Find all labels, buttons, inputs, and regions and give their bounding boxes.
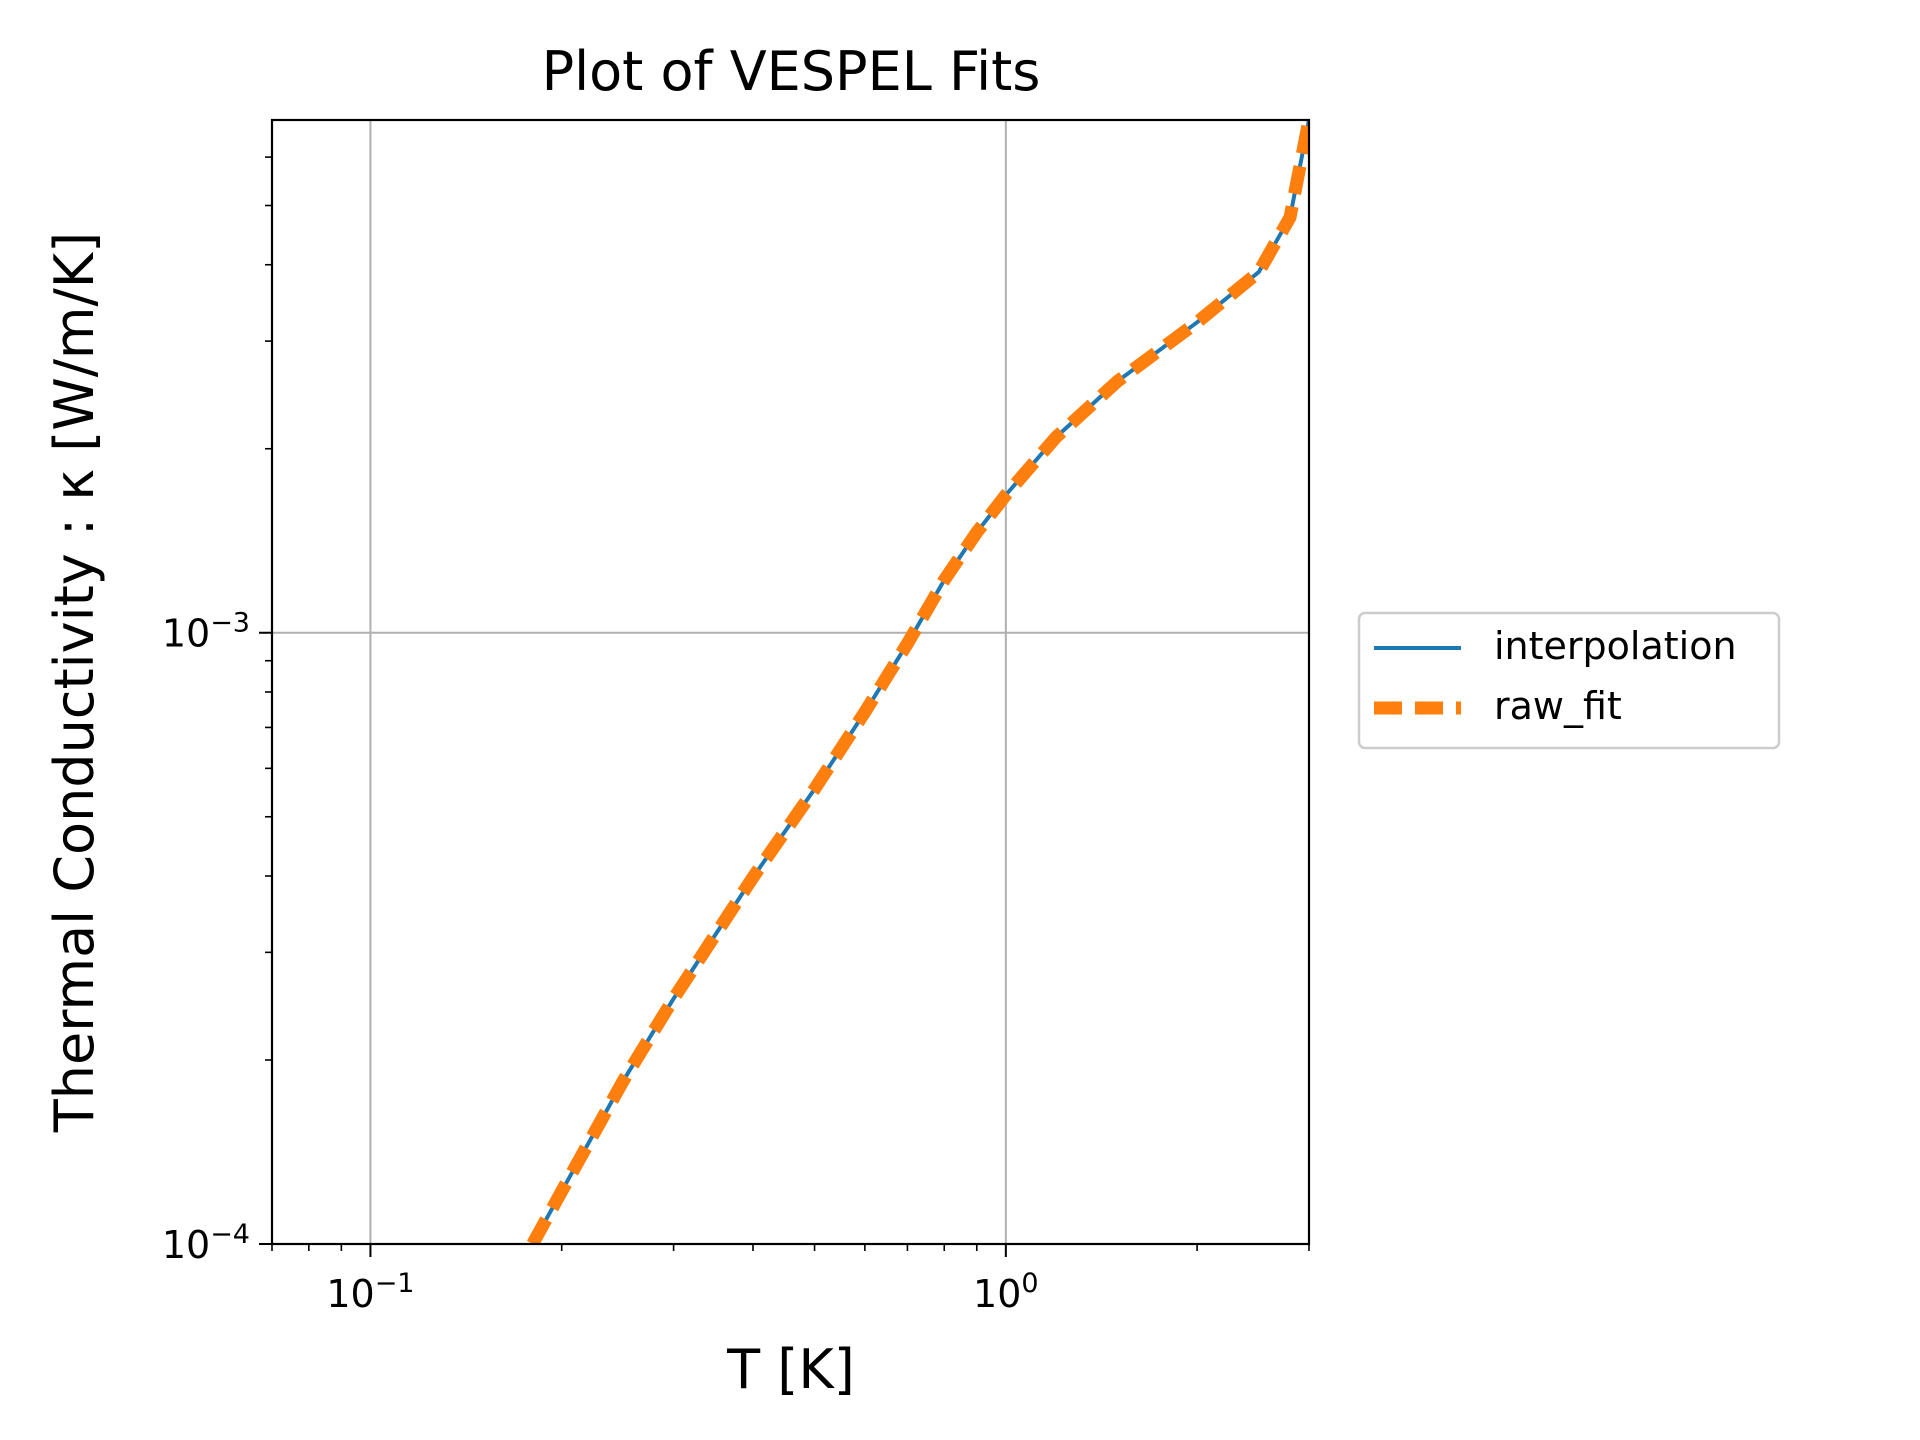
x-axis-label: T [K] [726,1338,855,1401]
legend-label-interpolation: interpolation [1494,624,1737,668]
y-tick-label: 10−3 [162,608,250,656]
legend-label-raw-fit: raw_fit [1494,684,1622,728]
x-tick-label: 100 [973,1268,1039,1316]
major-ticks [259,631,1007,1257]
series-group [526,120,1309,1244]
series-line-raw-fit [526,120,1309,1244]
legend-frame [1357,611,1781,750]
x-tick-label: 10−1 [326,1268,414,1316]
legend: interpolation raw_fit [1357,611,1781,750]
series-line-interpolation [530,120,1309,1244]
grid [272,120,1309,1245]
plot-frame [270,118,1311,1246]
y-axis-label: Thermal Conductivity : κ [W/m/K] [43,232,106,1133]
minor-ticks [265,156,1310,1251]
chart-title: Plot of VESPEL Fits [542,40,1041,103]
tick-labels: 10−1 100 10−4 10−3 [162,608,1039,1316]
y-tick-label: 10−4 [162,1219,250,1267]
